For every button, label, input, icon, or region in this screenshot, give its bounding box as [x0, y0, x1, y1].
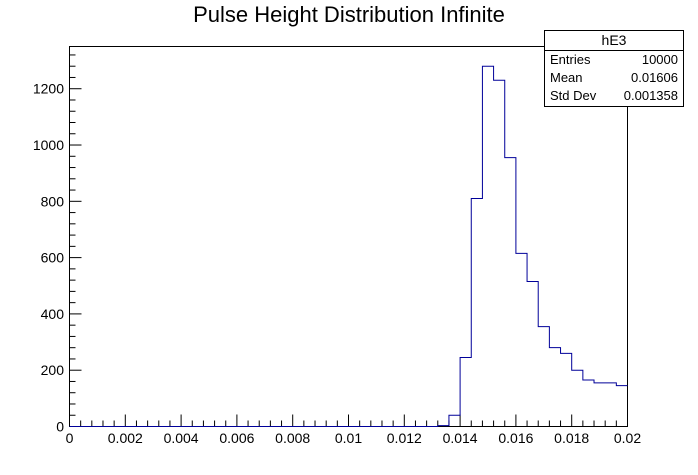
x-tick-label: 0.02 — [614, 430, 641, 446]
y-tick-label: 800 — [41, 193, 65, 209]
y-tick-label: 0 — [56, 419, 64, 435]
stats-entries-value: 10000 — [641, 52, 678, 67]
stats-row-mean: Mean 0.01606 — [545, 69, 683, 87]
y-tick-label: 1000 — [33, 137, 64, 153]
x-tick-label: 0.006 — [219, 430, 254, 446]
stats-box: hE3 Entries 10000 Mean 0.01606 Std Dev 0… — [544, 30, 684, 107]
stats-row-stddev: Std Dev 0.001358 — [545, 87, 683, 105]
x-tick-label: 0.01 — [335, 430, 362, 446]
x-tick-label: 0.018 — [554, 430, 589, 446]
chart-title: Pulse Height Distribution Infinite — [193, 2, 505, 27]
x-tick-label: 0.004 — [164, 430, 199, 446]
x-tick-label: 0.012 — [387, 430, 422, 446]
x-tick-label: 0.014 — [443, 430, 478, 446]
y-tick-label: 200 — [41, 362, 65, 378]
stats-mean-value: 0.01606 — [631, 70, 678, 85]
y-tick-label: 600 — [41, 250, 65, 266]
histogram-series — [69, 65, 628, 427]
stats-mean-label: Mean — [550, 70, 583, 85]
stats-stddev-value: 0.001358 — [623, 88, 678, 103]
x-tick-label: 0.002 — [108, 430, 143, 446]
stats-entries-label: Entries — [550, 52, 591, 67]
x-tick-label: 0.008 — [275, 430, 310, 446]
x-tick-label: 0 — [66, 430, 74, 446]
y-axis: 0 200 400 600 800 1000 1200 — [33, 54, 82, 435]
y-tick-label: 1200 — [33, 81, 64, 97]
x-tick-label: 0.016 — [498, 430, 533, 446]
x-axis: 0 0.002 0.004 0.006 0.008 0.01 0.012 0.014 0.016… — [66, 414, 641, 446]
stats-stddev-label: Std Dev — [550, 88, 597, 103]
stats-row-entries: Entries 10000 — [545, 51, 683, 69]
stats-histogram-name: hE3 — [545, 31, 683, 51]
y-tick-label: 400 — [41, 306, 65, 322]
